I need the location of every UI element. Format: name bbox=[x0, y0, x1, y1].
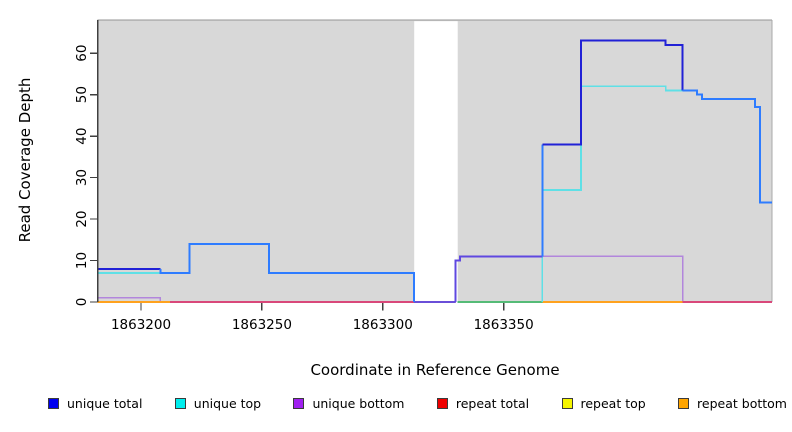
legend-label: repeat top bbox=[580, 396, 646, 411]
legend-label: repeat bottom bbox=[697, 396, 787, 411]
y-tick-label: 20 bbox=[74, 210, 90, 227]
legend-item-unique-total: unique total bbox=[48, 396, 142, 411]
coverage-line bbox=[159, 242, 416, 302]
x-tick-label: 1863200 bbox=[111, 317, 171, 333]
coverage-line bbox=[682, 89, 772, 204]
y-tick-label: 0 bbox=[74, 298, 90, 307]
y-tick-label: 10 bbox=[74, 252, 90, 269]
y-tick-label: 60 bbox=[74, 45, 90, 62]
x-tick-label: 1863300 bbox=[353, 317, 413, 333]
unique-total-swatch-icon bbox=[48, 398, 59, 409]
legend: unique total unique top unique bottom re… bbox=[48, 396, 787, 411]
legend-item-repeat-top: repeat top bbox=[561, 396, 646, 411]
y-tick-label: 50 bbox=[74, 86, 90, 103]
y-tick-label: 30 bbox=[74, 169, 90, 186]
masked-region bbox=[414, 21, 458, 302]
legend-item-unique-bottom: unique bottom bbox=[293, 396, 405, 411]
coverage-line bbox=[542, 39, 684, 146]
x-tick-label: 1863350 bbox=[474, 317, 534, 333]
repeat-total-swatch-icon bbox=[436, 398, 448, 409]
unique-bottom-swatch-icon bbox=[293, 398, 305, 409]
y-axis-title: Read Coverage Depth bbox=[16, 77, 34, 243]
legend-label: unique top bbox=[193, 396, 262, 411]
legend-label: unique bottom bbox=[312, 396, 405, 411]
coverage-line bbox=[454, 255, 543, 302]
unique-top-swatch-icon bbox=[174, 398, 186, 409]
repeat-top-swatch-icon bbox=[561, 398, 573, 409]
repeat-bottom-swatch-icon bbox=[678, 398, 690, 409]
legend-label: unique total bbox=[67, 396, 143, 411]
legend-label: repeat total bbox=[455, 396, 530, 411]
legend-item-repeat-total: repeat total bbox=[436, 396, 530, 411]
x-tick-label: 1863250 bbox=[232, 317, 292, 333]
legend-item-unique-top: unique top bbox=[174, 396, 262, 411]
legend-item-repeat-bottom: repeat bottom bbox=[678, 396, 787, 411]
x-axis-title: Coordinate in Reference Genome bbox=[310, 361, 560, 379]
y-tick-label: 40 bbox=[74, 128, 90, 145]
